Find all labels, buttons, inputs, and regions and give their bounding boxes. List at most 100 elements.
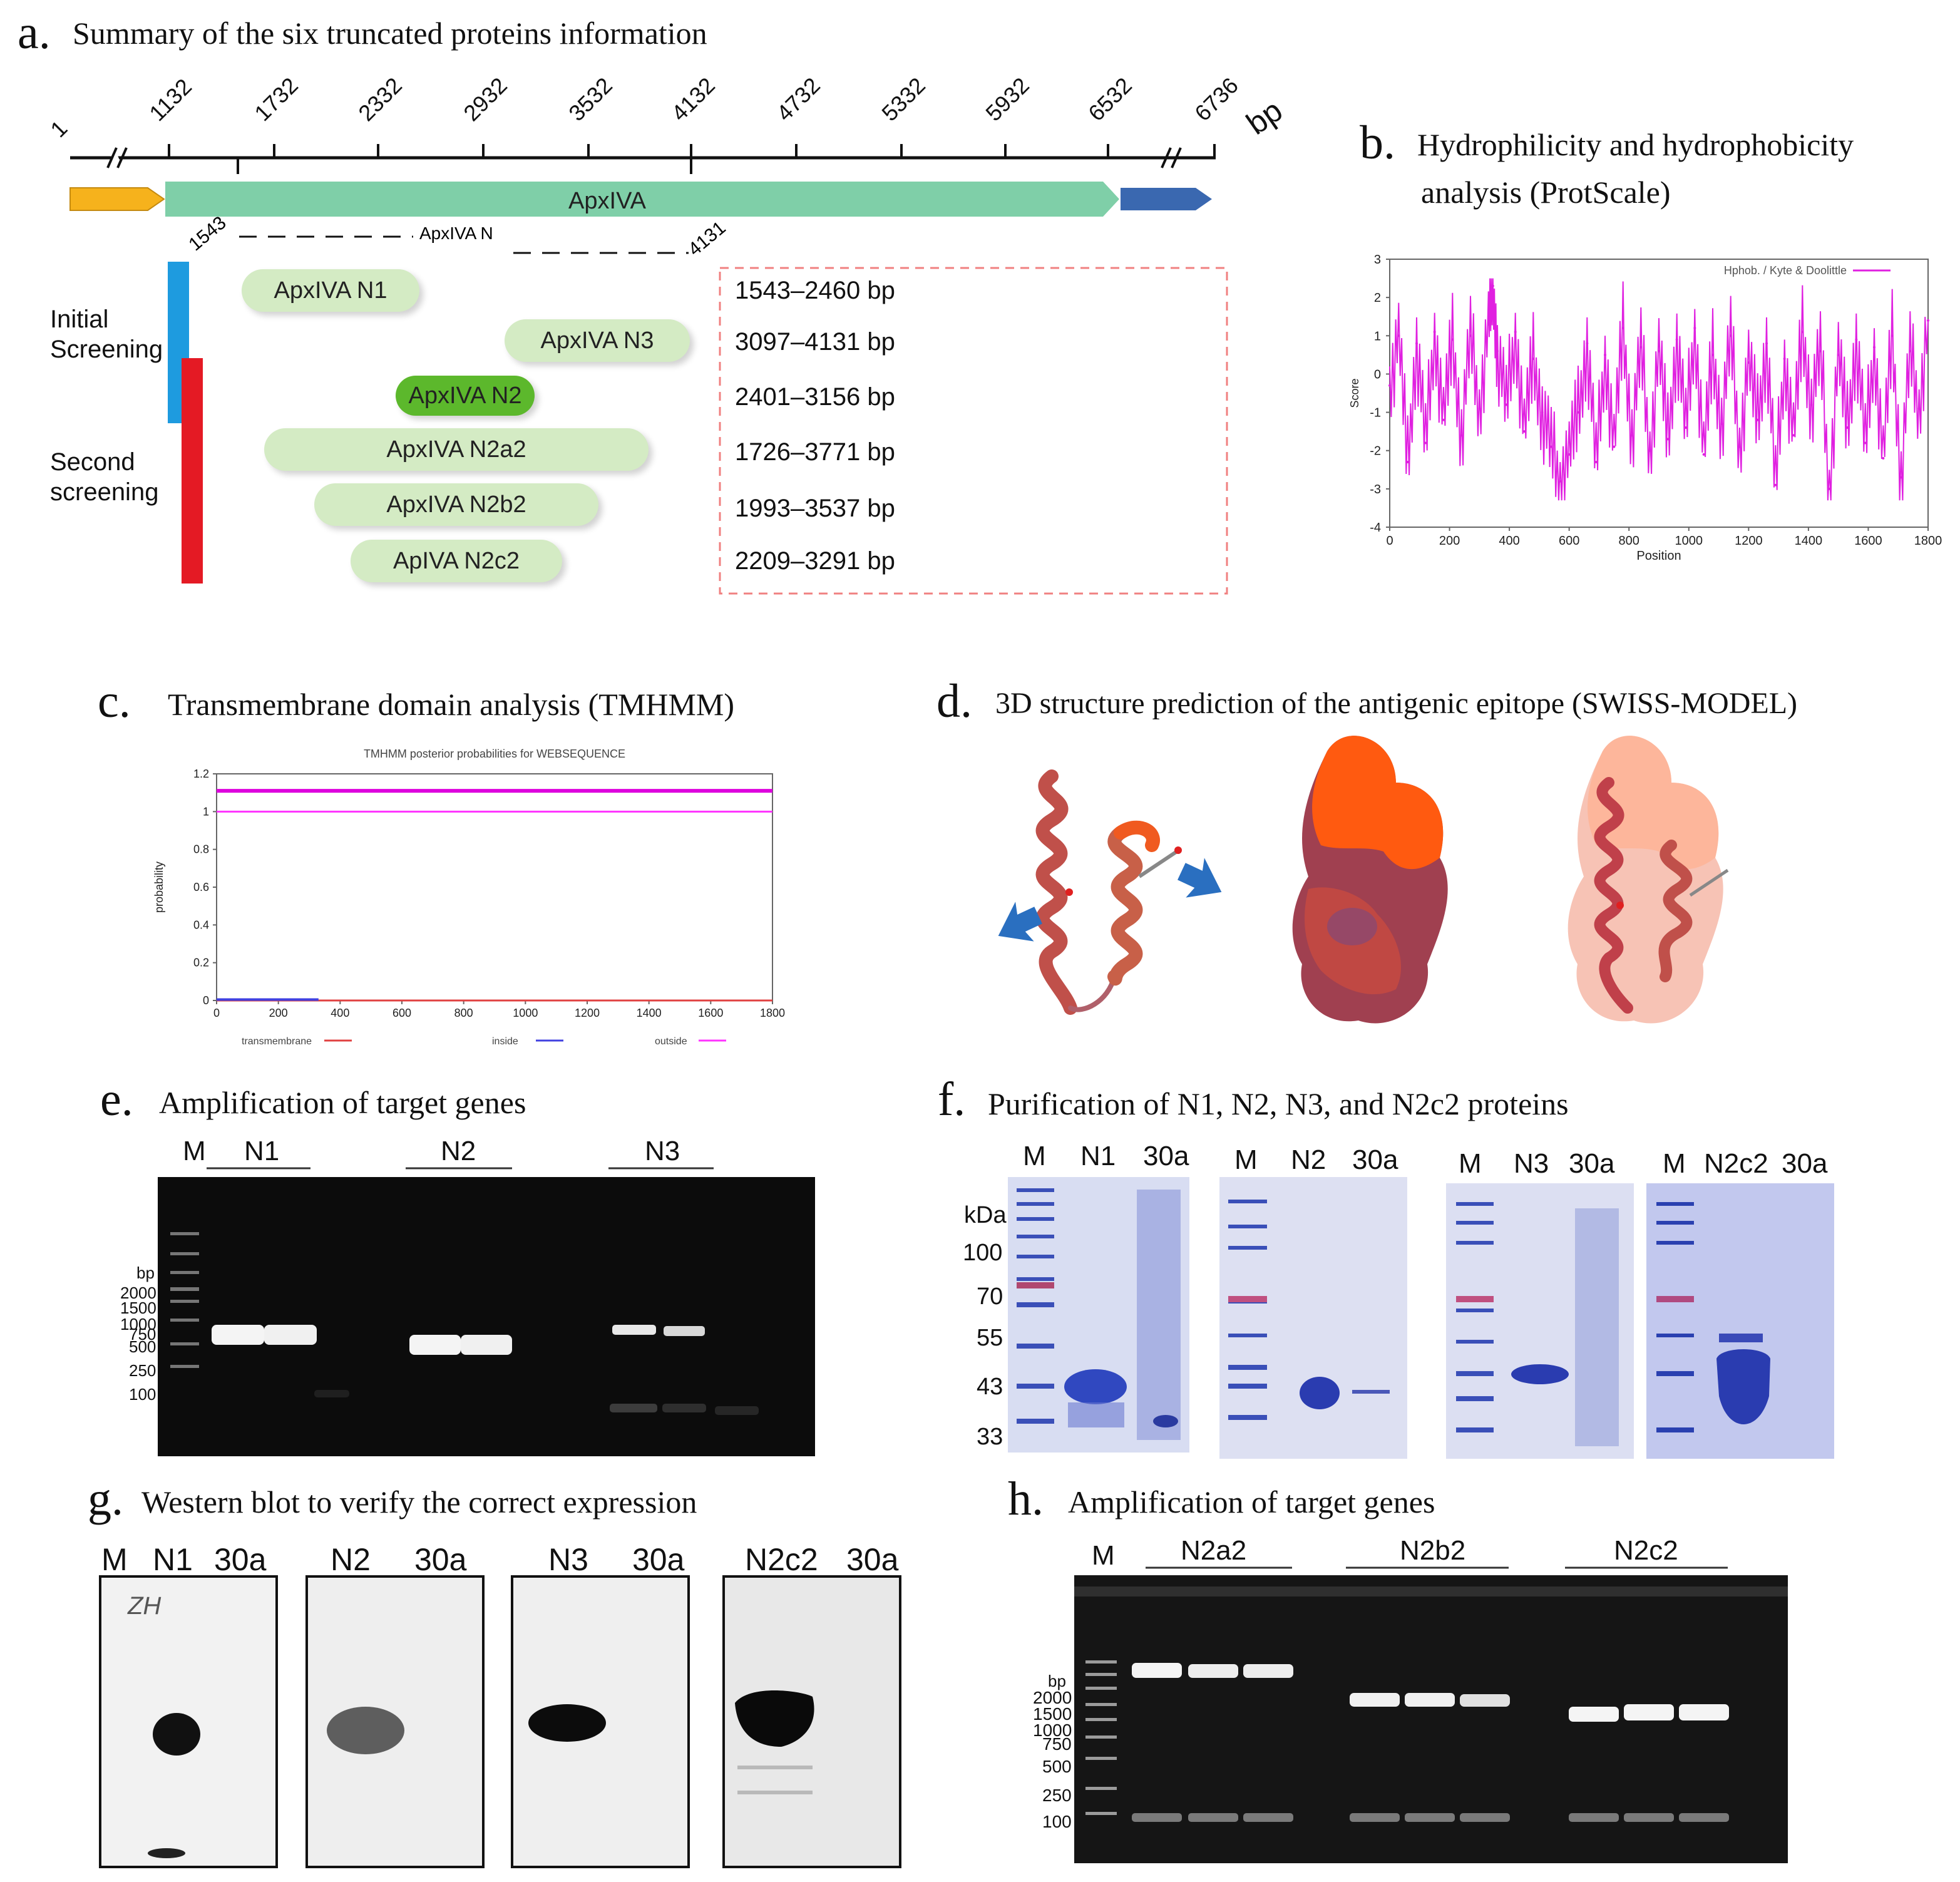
- protein-pill-n2: ApxIVA N2: [396, 376, 535, 416]
- sds4-lane-m: M: [1663, 1148, 1686, 1179]
- gel-e-group-lines: [207, 1167, 714, 1170]
- y-tick-label: -3: [1370, 483, 1381, 496]
- protein-structure-ribbon: [998, 769, 1222, 1015]
- y-tick-label: 3: [1374, 253, 1381, 267]
- data-point: [1666, 438, 1670, 441]
- x-tick-label: 400: [1499, 534, 1519, 548]
- gene-label: ApxIVA: [568, 188, 647, 214]
- data-point: [1765, 342, 1768, 345]
- sds2-lane-m: M: [1234, 1144, 1258, 1175]
- data-point: [1451, 338, 1454, 341]
- data-point: [1729, 334, 1732, 337]
- kda-label: 100: [963, 1240, 1003, 1266]
- y-axis-label: Score: [1348, 378, 1361, 408]
- western-blot-2: [305, 1575, 485, 1868]
- western-blot-3: [511, 1575, 690, 1868]
- gel-h-ladder-label: 1000: [1033, 1720, 1072, 1740]
- y-axis-label: probability: [153, 861, 165, 913]
- data-point: [1900, 476, 1902, 479]
- sds2-lane-n2: N2: [1291, 1144, 1326, 1175]
- panel-f-label: f.: [938, 1073, 966, 1126]
- gel-e-marker: M: [183, 1136, 206, 1166]
- range-n1: 1543–2460 bp: [735, 277, 895, 304]
- panel-e-label: e.: [100, 1073, 133, 1126]
- protein-pill-n3: ApxIVA N3: [505, 319, 690, 362]
- y-tick-label: 1.2: [193, 768, 209, 780]
- data-point: [1810, 403, 1813, 406]
- y-tick-label: -4: [1370, 521, 1381, 535]
- gel-e-ladder-label: 1000: [120, 1315, 156, 1334]
- panel-a-diagram: ApxIVA 1543 ApxIVA N 4131: [69, 144, 1228, 595]
- gel-h-ladder-label: 2000: [1033, 1688, 1072, 1707]
- data-point: [1631, 434, 1633, 437]
- range-n2: 2401–3156 bp: [735, 383, 895, 411]
- kda-label: 43: [977, 1374, 1003, 1400]
- initial-screening-label: Initial Screening: [50, 306, 163, 363]
- western-blot-4: [722, 1575, 901, 1868]
- y-tick-label: 2: [1374, 291, 1381, 305]
- data-point: [1442, 418, 1445, 421]
- data-point: [1917, 407, 1921, 410]
- sds4-lane-30a: 30a: [1782, 1148, 1828, 1179]
- y-tick-label: 0.6: [193, 881, 209, 893]
- data-point: [1747, 361, 1750, 364]
- tmhmm-chart: TMHMM posterior probabilities for WEBSEQ…: [153, 748, 785, 1047]
- data-point: [1711, 353, 1714, 356]
- sds2-lane-30a: 30a: [1352, 1144, 1398, 1175]
- x-axis-label: Position: [1636, 549, 1681, 563]
- data-point: [1774, 483, 1777, 486]
- data-point: [1567, 453, 1571, 456]
- gel-h-ladder-label: 100: [1042, 1812, 1072, 1831]
- x-tick-label: 0: [213, 1007, 220, 1019]
- protein-pill-n2a2: ApxIVA N2a2: [264, 428, 649, 471]
- data-point: [1577, 411, 1579, 414]
- hydrophobicity-series: [1389, 278, 1929, 501]
- data-point: [1433, 331, 1436, 334]
- panel-f-title: Purification of N1, N2, N3, and N2c2 pro…: [988, 1086, 1569, 1121]
- range-n2b2: 1993–3537 bp: [735, 495, 895, 522]
- data-point: [1469, 334, 1472, 337]
- panel-g-label: g.: [88, 1473, 123, 1525]
- data-point: [1864, 441, 1867, 445]
- gel-h-bp-header: bp: [1048, 1672, 1066, 1690]
- panel-b-label: b.: [1360, 116, 1395, 169]
- data-point: [1491, 284, 1494, 287]
- data-point: [1406, 461, 1409, 464]
- protein-structure-surface: [1292, 736, 1448, 1024]
- data-point: [1460, 434, 1463, 437]
- sds3-lane-m: M: [1459, 1148, 1482, 1179]
- sub-region-label: ApxIVA N: [419, 224, 493, 243]
- gel-e-group-n2: N2: [441, 1136, 476, 1166]
- data-point: [1397, 334, 1400, 337]
- data-point: [1927, 319, 1929, 322]
- blot3-lane-30a: 30a: [632, 1542, 685, 1577]
- data-point: [1693, 327, 1696, 330]
- gel-h-ladder-label: 500: [1042, 1757, 1072, 1776]
- western-blot-1: ZH: [99, 1575, 278, 1868]
- y-tick-label: 0: [1374, 368, 1381, 381]
- x-tick-label: 1200: [575, 1007, 600, 1019]
- x-tick-label: 1000: [1675, 534, 1703, 548]
- data-point: [1873, 346, 1875, 349]
- sds1-lane-30a: 30a: [1143, 1141, 1189, 1171]
- hydrophobicity-chart: 3 2 1 0 -1 -2 -3 -4 0 200 400 600 800 1000 1200 1400 160…: [1348, 253, 1942, 563]
- data-point: [1586, 342, 1589, 345]
- y-tick-label: 0.8: [193, 843, 209, 856]
- sds1-lane-n1: N1: [1080, 1141, 1116, 1171]
- x-tick-label: 0: [1386, 534, 1393, 548]
- panel-e-title: Amplification of target genes: [159, 1085, 526, 1120]
- panel-h-label: h.: [1008, 1473, 1044, 1525]
- range-n2a2: 1726–3771 bp: [735, 438, 895, 466]
- gel-h-group-n2c2: N2c2: [1614, 1535, 1678, 1566]
- gel-h-ladder-label: 1500: [1033, 1704, 1072, 1724]
- gel-h-ladder-label: 250: [1042, 1786, 1072, 1805]
- legend-label: outside: [655, 1036, 687, 1047]
- kda-label: 55: [977, 1325, 1003, 1351]
- data-point: [1505, 403, 1508, 406]
- x-tick-label: 1200: [1735, 534, 1763, 548]
- gel-e-ladder-label: 750: [129, 1325, 156, 1344]
- y-tick-label: 0.4: [193, 918, 209, 931]
- blot1-lane-30a: 30a: [214, 1542, 267, 1577]
- sds1-lane-m: M: [1023, 1141, 1046, 1171]
- data-point: [1604, 353, 1606, 356]
